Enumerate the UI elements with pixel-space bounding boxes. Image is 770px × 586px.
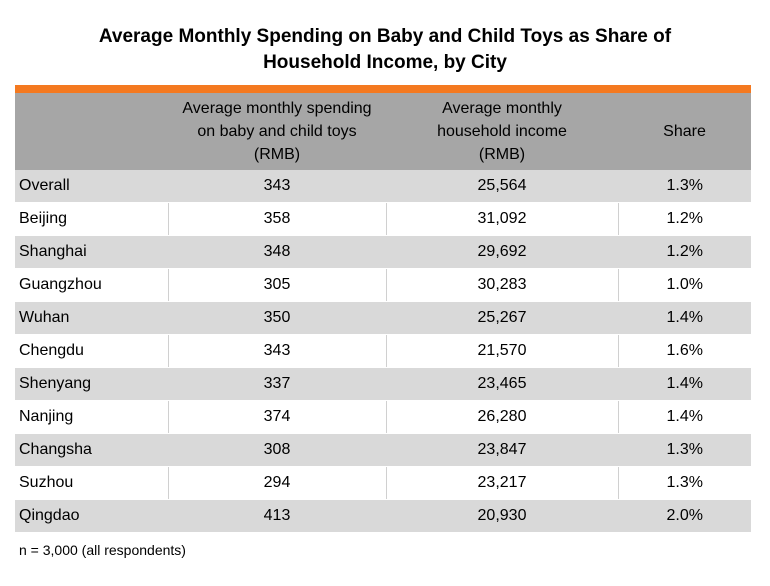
table-row: Wuhan 350 25,267 1.4% (15, 301, 751, 335)
cell-city: Overall (15, 170, 168, 203)
cell-income: 21,570 (385, 334, 618, 368)
cell-income: 30,283 (385, 268, 618, 302)
header-income: Average monthly household income (RMB) (386, 93, 618, 170)
cell-city: Chengdu (15, 334, 168, 368)
cell-city: Shenyang (15, 367, 168, 401)
cell-share: 1.0% (617, 268, 751, 302)
cell-income: 25,564 (385, 170, 618, 203)
cell-share: 1.2% (617, 235, 751, 269)
cell-share: 1.4% (617, 301, 751, 335)
header-income-line: Average monthly (442, 100, 562, 117)
cell-share: 1.6% (617, 334, 751, 368)
chart-title-line-2: Household Income, by City (263, 52, 507, 73)
cell-income: 26,280 (385, 400, 618, 434)
cell-income: 25,267 (385, 301, 618, 335)
cell-spending: 350 (167, 301, 386, 335)
table-header-row: Average monthly spending on baby and chi… (15, 93, 751, 170)
header-spending: Average monthly spending on baby and chi… (168, 93, 386, 170)
header-spending-line: (RMB) (253, 146, 301, 163)
cell-income: 31,092 (385, 202, 618, 236)
cell-city: Qingdao (15, 499, 168, 533)
table-row: Suzhou 294 23,217 1.3% (15, 466, 751, 500)
header-spending-line: on baby and child toys (197, 123, 357, 140)
cell-spending: 348 (167, 235, 386, 269)
cell-share: 1.3% (617, 466, 751, 500)
header-share: Share (618, 93, 751, 170)
cell-spending: 358 (167, 202, 386, 236)
accent-bar (15, 85, 751, 93)
footnote: n = 3,000 (all respondents) (19, 542, 186, 558)
cell-spending: 374 (167, 400, 386, 434)
cell-income: 20,930 (385, 499, 618, 533)
cell-city: Beijing (15, 202, 168, 236)
table-row: Shanghai 348 29,692 1.2% (15, 235, 751, 269)
cell-share: 1.4% (617, 400, 751, 434)
table-body: Overall 343 25,564 1.3% Beijing 358 31,092 1.2%… (15, 170, 751, 533)
cell-spending: 413 (167, 499, 386, 533)
chart-title-line-1: Average Monthly Spending on Baby and Chi… (98, 26, 672, 47)
cell-spending: 294 (167, 466, 386, 500)
table-row: Nanjing 374 26,280 1.4% (15, 400, 751, 434)
header-spending-line: Average monthly spending (182, 100, 372, 117)
cell-share: 1.3% (617, 170, 751, 203)
table-row: Overall 343 25,564 1.3% (15, 170, 751, 203)
cell-share: 2.0% (617, 499, 751, 533)
cell-spending: 337 (167, 367, 386, 401)
cell-spending: 308 (167, 433, 386, 467)
cell-share: 1.4% (617, 367, 751, 401)
header-city (15, 93, 168, 170)
cell-city: Suzhou (15, 466, 168, 500)
table-row: Shenyang 337 23,465 1.4% (15, 367, 751, 401)
cell-city: Changsha (15, 433, 168, 467)
cell-income: 29,692 (385, 235, 618, 269)
data-table: Average monthly spending on baby and chi… (15, 93, 751, 533)
cell-income: 23,217 (385, 466, 618, 500)
table-row: Guangzhou 305 30,283 1.0% (15, 268, 751, 302)
cell-spending: 305 (167, 268, 386, 302)
cell-income: 23,465 (385, 367, 618, 401)
cell-city: Guangzhou (15, 268, 168, 302)
table-row: Qingdao 413 20,930 2.0% (15, 499, 751, 533)
cell-spending: 343 (167, 170, 386, 203)
cell-share: 1.3% (617, 433, 751, 467)
table-row: Changsha 308 23,847 1.3% (15, 433, 751, 467)
header-share-line: Share (663, 123, 706, 140)
cell-share: 1.2% (617, 202, 751, 236)
header-income-line: (RMB) (478, 146, 526, 163)
cell-city: Shanghai (15, 235, 168, 269)
cell-income: 23,847 (385, 433, 618, 467)
header-income-line: household income (437, 123, 567, 140)
cell-city: Wuhan (15, 301, 168, 335)
chart-title: Average Monthly Spending on Baby and Chi… (0, 24, 770, 76)
cell-city: Nanjing (15, 400, 168, 434)
cell-spending: 343 (167, 334, 386, 368)
table-row: Beijing 358 31,092 1.2% (15, 202, 751, 236)
table-row: Chengdu 343 21,570 1.6% (15, 334, 751, 368)
